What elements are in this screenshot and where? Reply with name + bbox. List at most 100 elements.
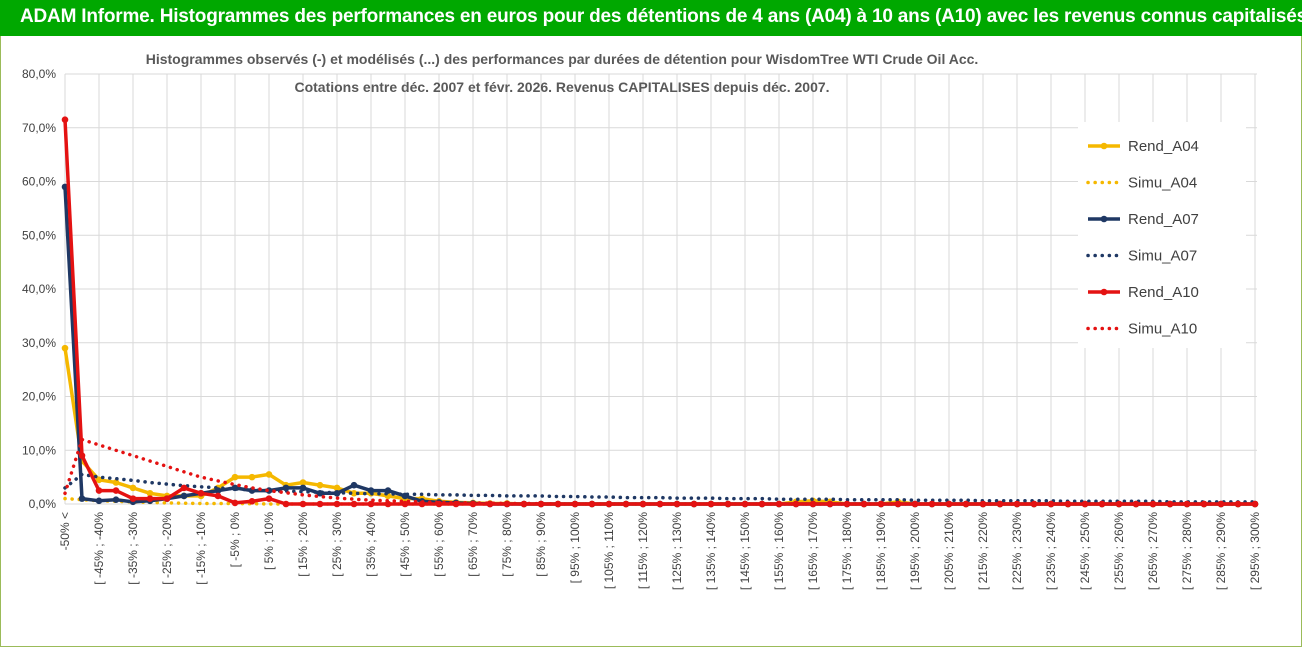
data-point [656,500,664,508]
x-tick-label: [ 95% ; 100% [568,512,582,584]
series-line-rend-a07 [63,186,1255,506]
data-point [78,452,86,459]
data-point [78,495,86,502]
data-point [911,500,919,508]
x-tick-label: [ 115% ; 120% [636,512,650,589]
data-point [741,500,749,508]
data-point [367,500,375,508]
header-bar: ADAM Informe. Histogrammes des performan… [0,0,1302,36]
x-tick-label: [ 185% ; 190% [874,512,888,590]
data-point [350,489,358,497]
x-axis-ticks: -50% < [ -45% ; -40% [ -35% ; -30% [ -25% ;… [58,512,1262,590]
data-point [1132,500,1140,508]
x-tick-label: [ 225% ; 230% [1010,512,1024,590]
legend: Rend_A04 Simu_A04 Rend_A07 Simu_A07 Rend_A10… [1078,122,1246,348]
x-tick-label: [ 265% ; 270% [1146,512,1160,590]
data-point [792,500,800,508]
x-tick-label: [ 15% ; 20% [296,512,310,577]
data-point [282,500,290,508]
x-tick-label: [ 45% ; 50% [398,512,412,577]
data-point [316,500,324,508]
y-tick-label: 40,0% [22,282,56,296]
data-point [299,500,307,508]
data-point [571,500,579,508]
data-point [333,500,341,508]
x-tick-label: [ 75% ; 80% [500,512,514,577]
data-point [231,473,239,481]
page-title: ADAM Informe. Histogrammes des performan… [20,6,1302,27]
x-tick-label: [ 65% ; 70% [466,512,480,577]
data-point [248,473,256,481]
x-tick-label: [ 145% ; 150% [738,512,752,590]
x-tick-label: [ 235% ; 240% [1044,512,1058,590]
data-point [180,484,188,492]
y-tick-label: 70,0% [22,121,56,135]
data-point [1047,500,1055,508]
y-tick-label: 10,0% [22,443,56,457]
y-axis-ticks: 0,0% 10,0% 20,0% 30,0% 40,0% 50,0% 60,0% 70,0% 8… [22,67,56,511]
legend-label: Simu_A04 [1128,175,1197,192]
legend-label: Rend_A04 [1128,138,1199,155]
x-tick-label: [ 215% ; 220% [976,512,990,590]
data-point [95,497,103,505]
performance-histogram-chart: 0,0% 10,0% 20,0% 30,0% 40,0% 50,0% 60,0% 70,0% 8… [22,51,1262,590]
legend-marker [1100,288,1108,296]
data-point [95,487,103,494]
x-tick-label: [ 205% ; 210% [942,512,956,590]
data-point [95,476,103,484]
y-tick-label: 30,0% [22,336,56,350]
x-tick-label: [ -45% ; -40% [92,512,106,585]
data-point [826,500,834,508]
data-point [248,498,256,505]
series [61,116,1259,508]
x-tick-label: [ 125% ; 130% [670,512,684,590]
data-point [231,499,239,507]
data-point [129,484,137,492]
x-tick-label: [ -15% ; -10% [194,512,208,585]
y-tick-label: 20,0% [22,390,56,404]
data-point [61,344,69,352]
legend-label: Simu_A07 [1128,248,1197,265]
data-point [214,492,222,500]
data-point [282,484,290,492]
legend-label: Rend_A07 [1128,211,1199,228]
x-tick-label: [ -25% ; -20% [160,512,174,585]
data-point [163,495,171,502]
data-point [1217,500,1225,508]
x-tick-label: [ 155% ; 160% [772,512,786,590]
legend-label: Simu_A10 [1128,321,1197,338]
data-point [1183,500,1191,508]
y-tick-label: 0,0% [29,497,57,511]
series-line-rend-a10 [63,119,1255,506]
data-point [299,484,307,492]
x-tick-label: [ 245% ; 250% [1078,512,1092,590]
x-tick-label: [ 275% ; 280% [1180,512,1194,590]
series-line-simu-a10 [63,437,1257,506]
data-point [146,495,154,502]
y-tick-label: 60,0% [22,175,56,189]
x-tick-label: [ 295% ; 300% [1248,512,1262,590]
data-point [316,481,324,489]
data-point [350,481,358,489]
legend-box [1078,122,1246,348]
x-tick-label: [ 175% ; 180% [840,512,854,590]
x-tick-label: [ 165% ; 170% [806,512,820,590]
data-point [401,500,409,508]
x-tick-label: [ 285% ; 290% [1214,512,1228,590]
data-point [61,116,69,123]
data-point [112,496,120,504]
x-tick-label: [ 5% ; 10% [262,512,276,570]
data-point [299,479,307,486]
data-point [384,500,392,508]
legend-label: Rend_A10 [1128,284,1199,301]
data-point [265,495,273,502]
chart-title-line-1: Histogrammes observés (-) et modélisés (… [146,51,979,67]
x-tick-label: -50% < [58,512,72,550]
x-tick-label: [ 55% ; 60% [432,512,446,577]
x-tick-label: [ -35% ; -30% [126,512,140,585]
x-tick-label: [ 85% ; 90% [534,512,548,577]
data-point [877,500,885,508]
chart-title-line-2: Cotations entre déc. 2007 et févr. 2026.… [294,79,829,95]
data-point [197,489,205,497]
data-point [129,495,137,502]
